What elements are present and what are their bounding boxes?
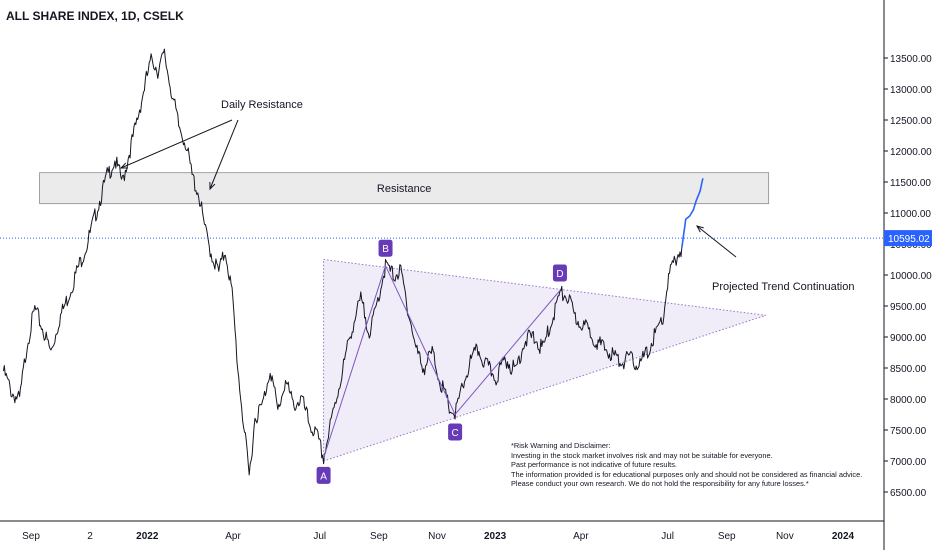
daily-resistance-arrow-left — [120, 119, 233, 169]
x-tick-label: 2024 — [832, 531, 855, 542]
pattern-point-badge — [316, 466, 331, 484]
y-tick-label: 10000.00 — [890, 271, 932, 282]
pattern-point-a[interactable]: A — [316, 466, 331, 484]
y-tick-label: 13500.00 — [890, 54, 932, 65]
x-tick-label: Nov — [428, 531, 446, 542]
pattern-zigzag[interactable] — [323, 264, 561, 459]
x-tick-label: Sep — [22, 531, 40, 542]
x-tick-label: 2 — [87, 531, 93, 542]
pattern-point-c[interactable]: C — [448, 423, 463, 441]
disclaimer-line-3: Past performance is not indicative of fu… — [511, 460, 677, 470]
pattern-point-d[interactable]: D — [552, 264, 567, 282]
disclaimer-box: *Risk Warning and Disclaimer: Investing … — [511, 441, 891, 489]
y-tick-label: 9000.00 — [890, 333, 927, 344]
plot-area[interactable]: Resistance A B C D Daily Resistance Projected … — [0, 48, 884, 484]
y-tick-label: 12500.00 — [890, 116, 932, 127]
daily-resistance-arrow-right — [209, 119, 239, 190]
y-tick-label: 12000.00 — [890, 147, 932, 158]
y-tick-label: 6500.00 — [890, 488, 927, 499]
x-tick-label: 2022 — [136, 531, 159, 542]
daily-resistance-label: Daily Resistance — [221, 99, 303, 111]
pattern-point-b[interactable]: B — [378, 239, 393, 257]
x-tick-label: Apr — [573, 531, 589, 542]
pattern-point-badge — [378, 239, 393, 257]
resistance-label: Resistance — [377, 183, 431, 195]
y-tick-label: 11500.00 — [890, 178, 931, 189]
y-tick-label: 8000.00 — [890, 395, 927, 406]
x-tick-label: Nov — [776, 531, 794, 542]
y-tick-label: 11000.00 — [890, 209, 931, 220]
disclaimer-line-2: Investing in the stock market involves r… — [511, 450, 773, 460]
price-series-line[interactable] — [2, 48, 683, 476]
y-tick-label: 13000.00 — [890, 85, 932, 96]
current-price-label: 10595.02 — [888, 234, 930, 245]
y-tick-label: 8500.00 — [890, 364, 927, 375]
x-tick-label: Sep — [370, 531, 388, 542]
disclaimer-line-1: *Risk Warning and Disclaimer: — [511, 441, 611, 450]
triangle-pattern[interactable] — [323, 258, 766, 462]
pattern-point-badge — [552, 264, 567, 282]
current-price-tag[interactable] — [884, 230, 932, 247]
y-tick-label: 7000.00 — [890, 457, 927, 468]
pattern-point-badge — [448, 423, 463, 441]
x-tick-label: Jul — [661, 531, 674, 542]
projection-label: Projected Trend Continuation — [712, 281, 854, 293]
pattern-point-label: B — [382, 244, 389, 255]
projected-series-line[interactable] — [681, 178, 704, 248]
pattern-point-label: C — [451, 428, 458, 439]
projection-arrow-head — [695, 225, 704, 233]
projection-arrow — [696, 225, 737, 258]
daily-resistance-arrow-right-head — [209, 181, 216, 191]
pattern-point-label: D — [556, 269, 563, 280]
chart-title: ALL SHARE INDEX, 1D, CSELK — [6, 9, 184, 23]
daily-resistance-arrow-left-head — [119, 162, 129, 169]
x-tick-label: Apr — [225, 531, 241, 542]
x-tick-label: Sep — [718, 531, 736, 542]
y-tick-label: 7500.00 — [890, 426, 927, 437]
x-tick-label: 2023 — [484, 531, 507, 542]
disclaimer-line-5: Please conduct your own research. We do … — [511, 479, 809, 489]
pattern-point-label: A — [320, 471, 327, 482]
x-tick-label: Jul — [313, 531, 326, 542]
disclaimer-line-4: The information provided is for educatio… — [511, 469, 863, 479]
resistance-zone[interactable] — [39, 172, 770, 205]
y-tick-label: 9500.00 — [890, 302, 927, 313]
